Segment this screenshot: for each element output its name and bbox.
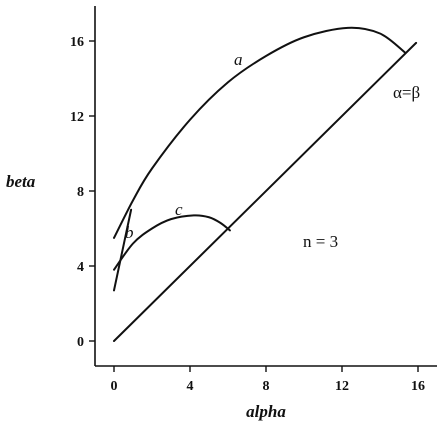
curve-label-a: a [234, 50, 243, 69]
curve-alpha-equals-beta [113, 41, 418, 342]
n-label: n = 3 [303, 232, 338, 251]
diagonal-label: α=β [393, 83, 420, 102]
y-ticks: 0 4 8 12 16 [70, 35, 95, 350]
y-tick-label: 16 [70, 35, 84, 50]
x-ticks: 0 4 8 12 16 [111, 366, 425, 394]
curve-label-b: b [125, 223, 134, 242]
x-tick-label: 4 [187, 379, 194, 394]
y-axis-title: beta [6, 172, 36, 191]
y-tick-label: 8 [77, 185, 84, 200]
curve-b [113, 208, 133, 292]
x-tick-label: 0 [111, 379, 118, 394]
axes [94, 6, 437, 367]
y-tick-label: 4 [77, 260, 84, 275]
x-tick-label: 12 [335, 379, 349, 394]
x-tick-label: 16 [411, 379, 425, 394]
curve-a [113, 26, 406, 239]
curves [113, 26, 418, 342]
y-tick-label: 0 [77, 335, 84, 350]
y-tick-label: 12 [70, 110, 84, 125]
x-tick-label: 8 [263, 379, 270, 394]
x-axis-title: alpha [246, 402, 286, 421]
curve-label-c: c [175, 200, 183, 219]
curve-c [113, 214, 231, 271]
